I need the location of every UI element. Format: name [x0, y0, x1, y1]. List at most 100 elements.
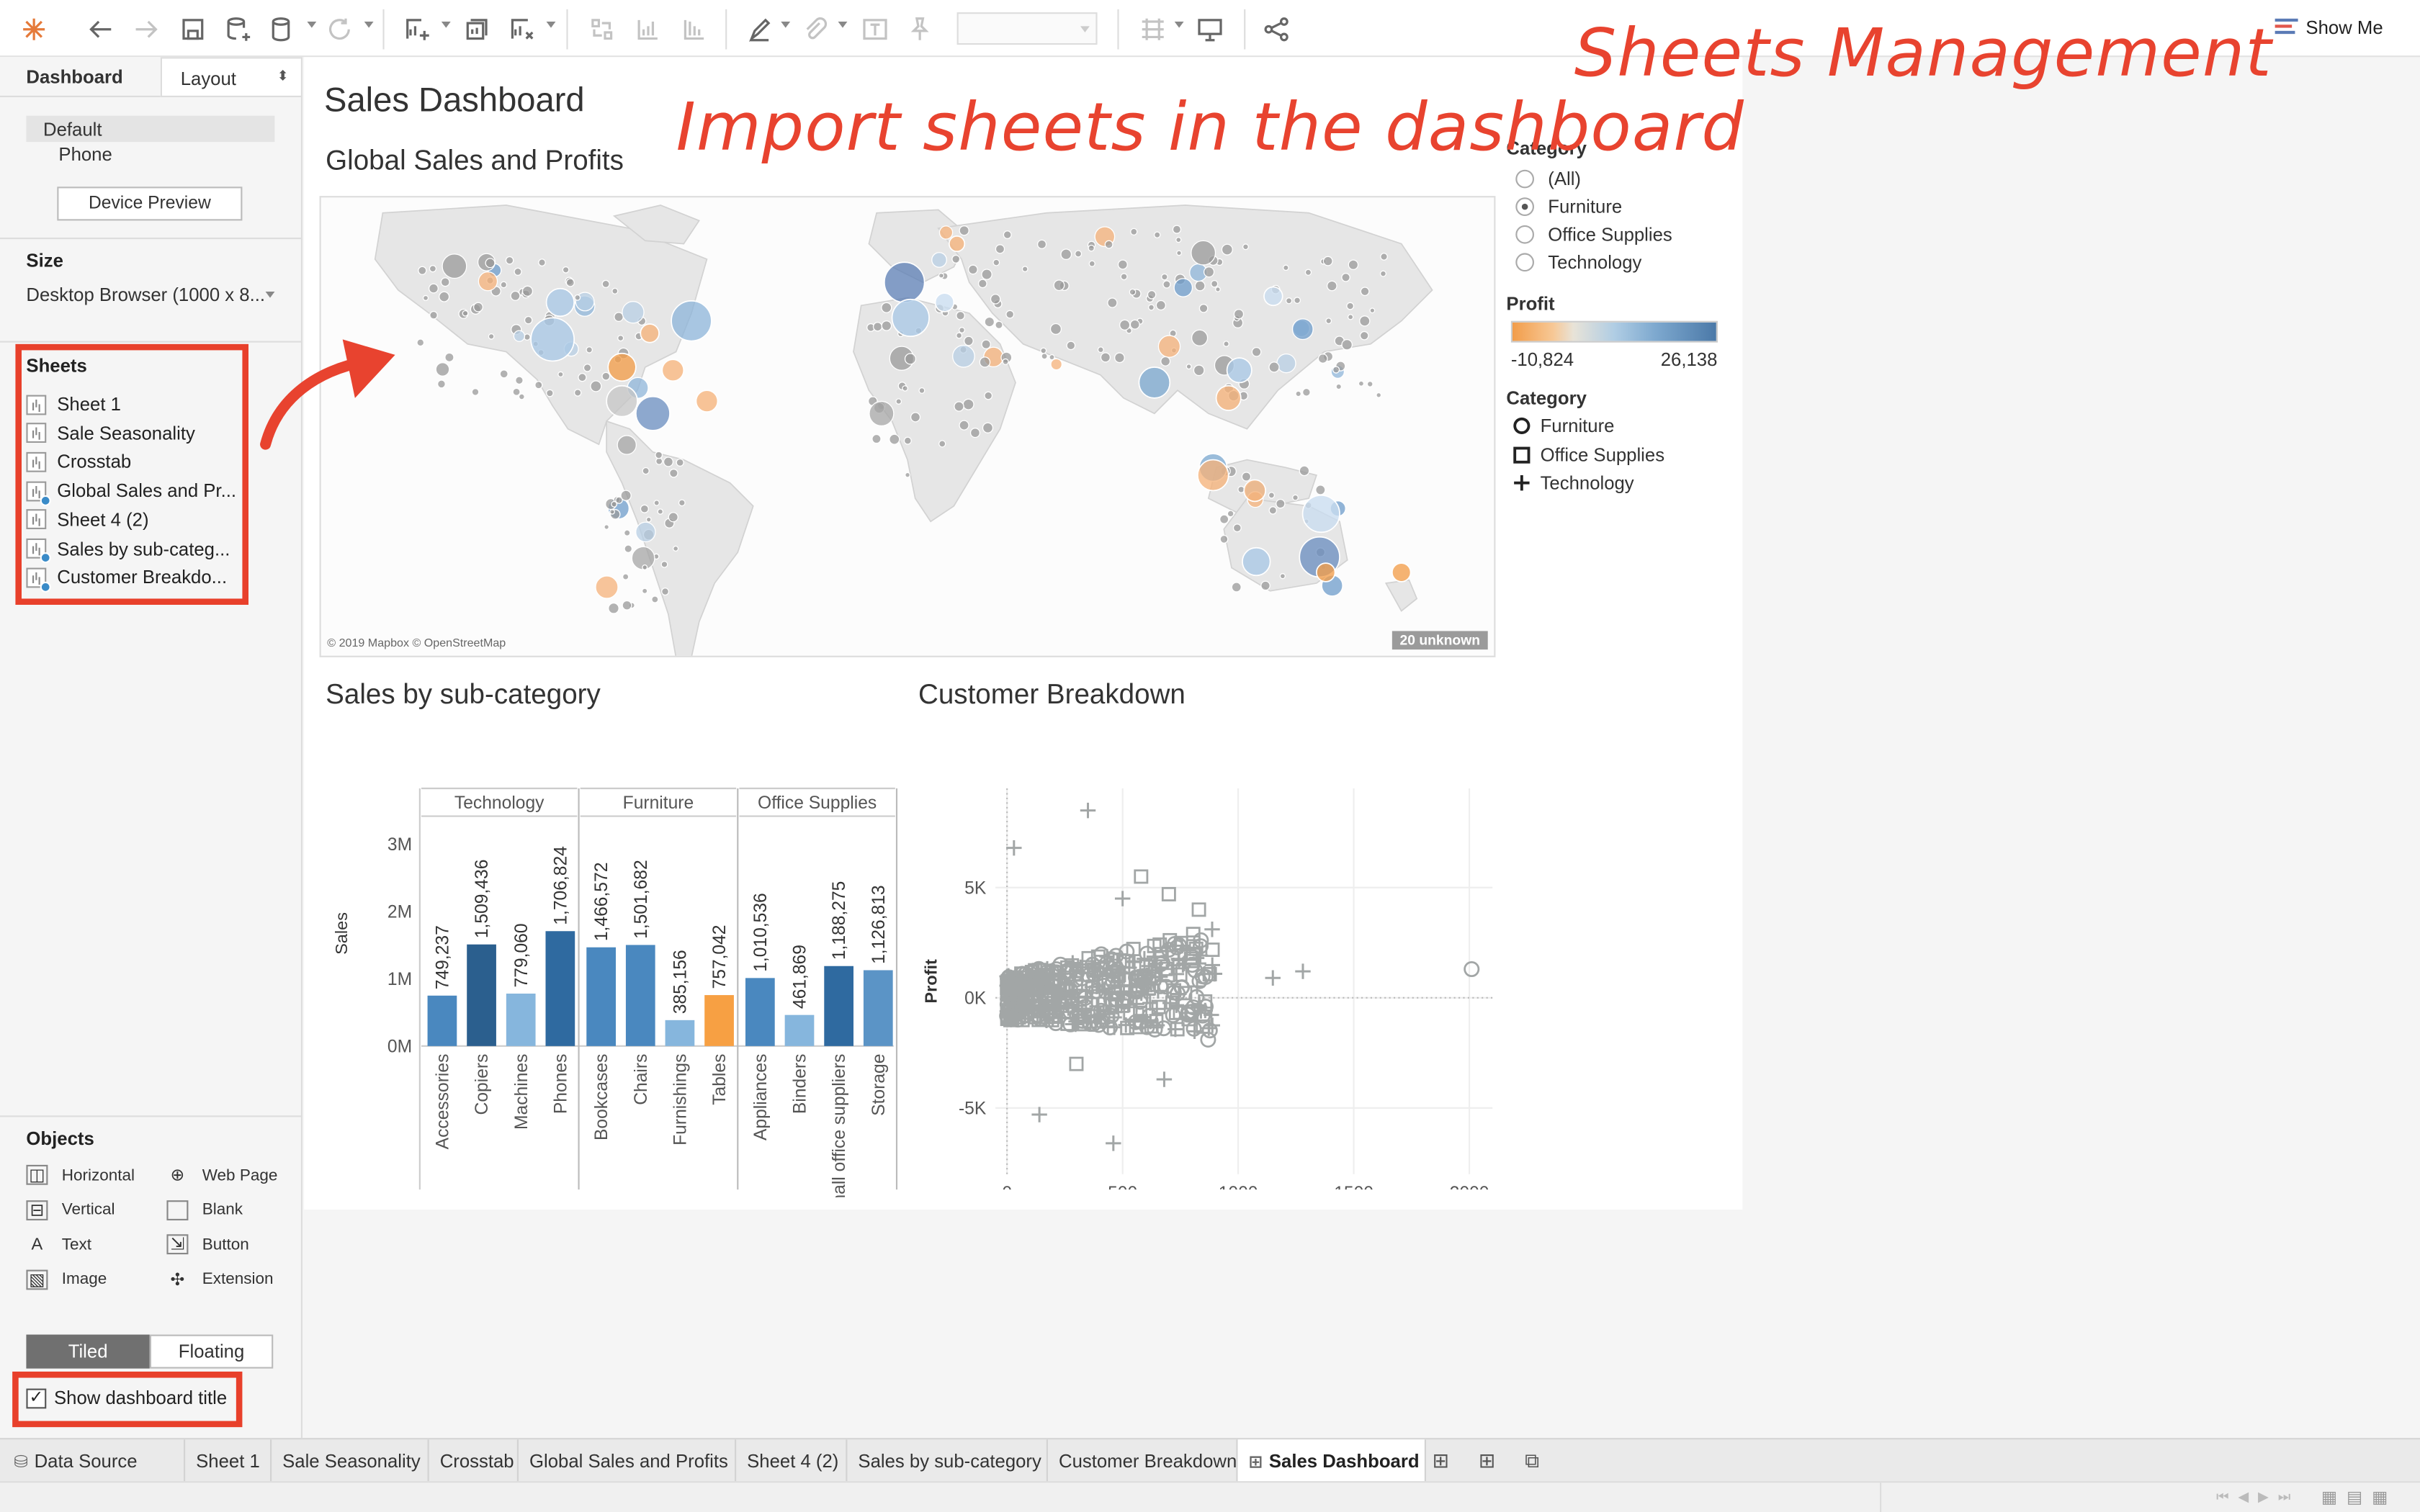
- scatter-point[interactable]: [1168, 997, 1185, 1013]
- map-bubble[interactable]: [1242, 546, 1271, 577]
- scatter-point[interactable]: [1186, 927, 1201, 942]
- map-dot[interactable]: [478, 271, 498, 292]
- new-data-source-icon[interactable]: [223, 14, 254, 45]
- map-bubble[interactable]: [1315, 562, 1336, 582]
- bar[interactable]: [467, 944, 496, 1046]
- map-dot[interactable]: [678, 499, 686, 507]
- map-dot[interactable]: [635, 521, 656, 543]
- scatter-point[interactable]: [1081, 950, 1096, 966]
- map-dot[interactable]: [444, 352, 454, 363]
- map-bubble[interactable]: [671, 300, 712, 342]
- map-dot[interactable]: [1021, 266, 1028, 273]
- map-dot[interactable]: [436, 379, 446, 389]
- map-bubble[interactable]: [640, 323, 660, 343]
- scatter-point[interactable]: [1130, 973, 1145, 989]
- scatter-point[interactable]: [1108, 948, 1124, 964]
- map-dot[interactable]: [981, 339, 991, 350]
- scatter-point[interactable]: [1152, 937, 1168, 952]
- map-bubble[interactable]: [545, 287, 575, 318]
- sheet-tab[interactable]: ⛁ Data Source: [0, 1439, 186, 1483]
- map-dot[interactable]: [1295, 390, 1301, 397]
- map-dot[interactable]: [1191, 240, 1216, 266]
- scatter-point[interactable]: [1088, 963, 1105, 979]
- map-dot[interactable]: [1268, 492, 1276, 499]
- bar[interactable]: [784, 1014, 815, 1046]
- scatter-point[interactable]: [1156, 1071, 1173, 1087]
- shape-legend-item[interactable]: Technology: [1512, 473, 1634, 495]
- map-dot[interactable]: [1160, 356, 1171, 366]
- duplicate-sheet-icon[interactable]: [462, 14, 493, 45]
- map-bubble[interactable]: [661, 359, 685, 382]
- checkbox-checked[interactable]: ✓: [26, 1387, 47, 1408]
- map-dot[interactable]: [669, 468, 678, 478]
- map-dot[interactable]: [981, 269, 992, 280]
- map-dot[interactable]: [655, 451, 663, 459]
- map-bubble[interactable]: [1263, 286, 1283, 307]
- map-dot[interactable]: [546, 389, 554, 397]
- map-dot[interactable]: [1219, 534, 1229, 544]
- scatter-point[interactable]: [1137, 968, 1154, 985]
- radio-selected-icon[interactable]: [1515, 197, 1534, 216]
- map-dot[interactable]: [622, 301, 645, 324]
- map-bubble[interactable]: [695, 390, 719, 413]
- map-dot[interactable]: [1191, 329, 1209, 346]
- map-dot[interactable]: [977, 279, 987, 289]
- map-dot[interactable]: [938, 225, 954, 240]
- scatter-point[interactable]: [1080, 802, 1096, 819]
- scatter-point[interactable]: [1186, 1023, 1203, 1040]
- map-dot[interactable]: [1292, 494, 1299, 501]
- map-dot[interactable]: [1175, 236, 1182, 243]
- scatter-point[interactable]: [1119, 943, 1135, 960]
- map-dot[interactable]: [918, 387, 926, 394]
- map-dot[interactable]: [1155, 300, 1166, 311]
- bar[interactable]: [545, 931, 575, 1046]
- sheet-item[interactable]: Global Sales and Pr...: [26, 477, 236, 505]
- map-bubble[interactable]: [934, 292, 955, 312]
- world-map-svg[interactable]: [321, 197, 1496, 657]
- floating-button[interactable]: Floating: [149, 1334, 274, 1369]
- scatter-point[interactable]: [1106, 1009, 1122, 1025]
- category-filter-option[interactable]: Furniture: [1515, 196, 1622, 217]
- map-dot[interactable]: [990, 294, 1001, 305]
- object-item[interactable]: ▧ Image: [26, 1269, 107, 1290]
- map-dot[interactable]: [485, 258, 496, 269]
- map-dot[interactable]: [1210, 279, 1219, 288]
- map-dot[interactable]: [499, 369, 508, 379]
- map-dot[interactable]: [1325, 318, 1332, 325]
- map-dot[interactable]: [645, 516, 652, 523]
- scatter-point[interactable]: [1265, 970, 1281, 986]
- map-dot[interactable]: [1369, 307, 1376, 314]
- map-dot[interactable]: [620, 490, 632, 501]
- labels-icon[interactable]: [860, 14, 891, 45]
- map-dot[interactable]: [1219, 514, 1229, 524]
- sheet-item[interactable]: Sales by sub-categ...: [26, 535, 230, 564]
- map-dot[interactable]: [1162, 280, 1171, 289]
- map-dot[interactable]: [938, 440, 946, 448]
- map-dot[interactable]: [1348, 259, 1359, 270]
- map-dot[interactable]: [595, 575, 619, 599]
- scatter-point[interactable]: [1150, 983, 1166, 999]
- scatter-point[interactable]: [1106, 952, 1121, 967]
- map-dot[interactable]: [1283, 264, 1289, 271]
- new-worksheet-icon[interactable]: [401, 14, 432, 45]
- show-title-checkbox-row[interactable]: ✓ Show dashboard title: [26, 1387, 227, 1408]
- redo-icon[interactable]: [131, 14, 162, 45]
- map-dot[interactable]: [1088, 244, 1095, 252]
- scatter-point[interactable]: [1204, 922, 1220, 937]
- presentation-icon[interactable]: [1195, 14, 1226, 45]
- map-dot[interactable]: [655, 457, 663, 465]
- map-dot[interactable]: [661, 588, 670, 596]
- map-dot[interactable]: [609, 509, 615, 515]
- unknown-badge[interactable]: 20 unknown: [1392, 631, 1488, 650]
- fix-axes-icon[interactable]: [1137, 14, 1168, 45]
- map-dot[interactable]: [1346, 302, 1355, 310]
- tab-layout[interactable]: Layout ⬍: [160, 57, 302, 97]
- map-dot[interactable]: [905, 472, 911, 478]
- map-dot[interactable]: [657, 508, 664, 515]
- scatter-point[interactable]: [1129, 981, 1146, 999]
- map-dot[interactable]: [1066, 341, 1076, 351]
- size-dropdown[interactable]: Desktop Browser (1000 x 8...: [26, 284, 276, 305]
- map-dot[interactable]: [534, 381, 543, 390]
- scatter-point[interactable]: [1168, 1021, 1183, 1038]
- bar[interactable]: [506, 994, 536, 1046]
